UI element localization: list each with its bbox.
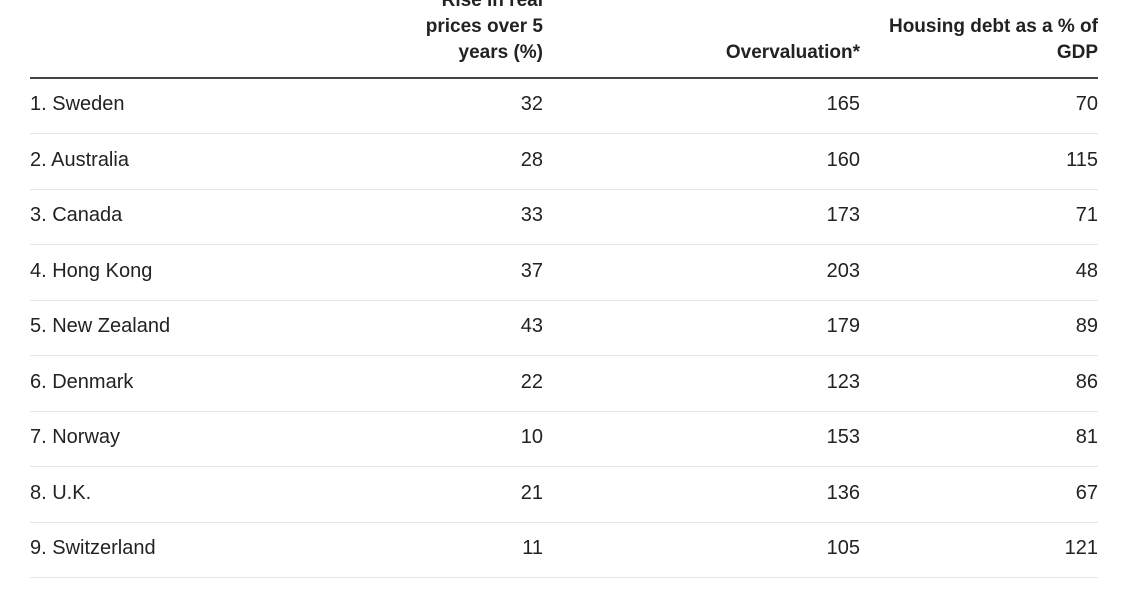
cell-value: 43 [520, 315, 543, 337]
column-header: Housing debt as a % of GDP [888, 16, 1098, 63]
cell-value: 115 [1066, 148, 1098, 171]
cell-value: 28 [520, 148, 543, 171]
cell-value: 70 [1075, 93, 1098, 115]
row-label: 5. New Zealand [30, 315, 171, 337]
cell-value: 11 [522, 537, 543, 559]
cell-value: 10 [520, 426, 543, 448]
cell-value: 105 [826, 537, 860, 559]
row-divider [30, 355, 1098, 356]
cell-value: 32 [520, 93, 543, 115]
cell-value: 123 [826, 370, 860, 393]
row-divider [30, 577, 1098, 578]
row-label: 8. U.K. [30, 481, 92, 504]
row-divider [30, 133, 1098, 134]
cell-value: 173 [826, 204, 860, 226]
cell-value: 160 [826, 148, 860, 171]
cell-value: 136 [826, 481, 860, 504]
cell-value: 71 [1075, 204, 1098, 226]
row-divider [30, 244, 1098, 245]
row-label: 7. Norway [30, 426, 121, 448]
row-label: 9. Switzerland [30, 537, 156, 559]
cell-value: 48 [1075, 259, 1098, 282]
row-divider [30, 466, 1098, 467]
row-label: 3. Canada [30, 204, 123, 226]
cell-value: 179 [826, 315, 860, 337]
row-divider [30, 299, 1098, 301]
row-divider [30, 410, 1098, 412]
column-header: Rise in real prices over 5 years (%) [425, 0, 543, 63]
cell-value: 203 [826, 259, 860, 282]
cell-value: 67 [1075, 481, 1098, 504]
cell-value: 89 [1075, 315, 1098, 337]
header-rule [30, 77, 1098, 79]
column-header: Overvaluation* [725, 42, 860, 63]
cell-value: 121 [1064, 537, 1098, 559]
cell-value: 22 [520, 370, 543, 393]
cell-value: 21 [520, 481, 543, 504]
cell-value: 81 [1075, 426, 1098, 448]
cell-value: 33 [520, 204, 543, 226]
row-label: 4. Hong Kong [30, 259, 153, 282]
row-divider [30, 188, 1098, 190]
cell-value: 86 [1075, 370, 1098, 393]
cell-value: 37 [520, 259, 543, 282]
cell-value: 153 [826, 426, 860, 448]
row-label: 1. Sweden [30, 93, 125, 115]
cell-value: 165 [826, 93, 860, 115]
row-divider [30, 521, 1098, 523]
row-label: 2. Australia [30, 148, 129, 171]
row-label: 6. Denmark [30, 370, 134, 393]
